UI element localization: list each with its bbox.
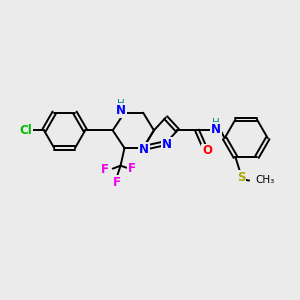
Text: Cl: Cl [19, 124, 32, 137]
Text: N: N [116, 104, 126, 117]
Text: F: F [101, 163, 109, 176]
Text: CH₃: CH₃ [255, 176, 274, 185]
Text: O: O [202, 145, 212, 158]
Text: N: N [139, 142, 149, 155]
Text: S: S [237, 171, 245, 184]
Text: F: F [128, 162, 136, 175]
Text: N: N [162, 138, 172, 151]
Text: H: H [212, 118, 220, 128]
Text: N: N [211, 123, 221, 136]
Text: F: F [112, 176, 121, 189]
Text: H: H [117, 99, 124, 109]
